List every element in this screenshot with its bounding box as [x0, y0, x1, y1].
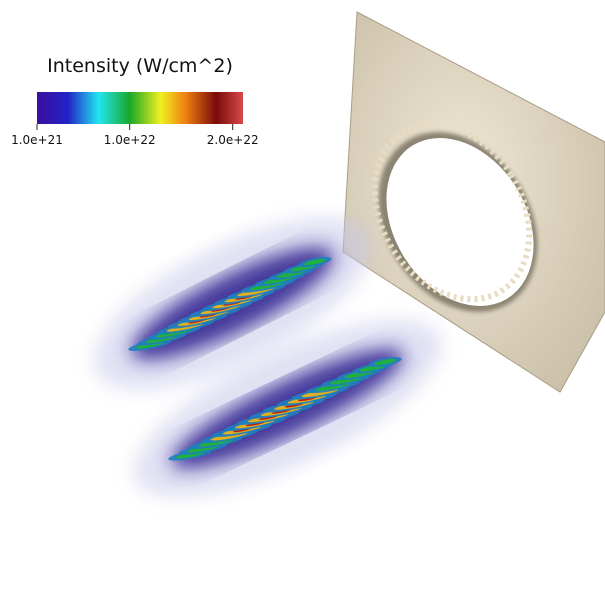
colorbar-tick-label: 1.0e+22: [104, 133, 156, 147]
wavefront-peak: [374, 359, 396, 365]
colorbar-tick-label: 2.0e+22: [207, 133, 259, 147]
colorbar-ramp: [37, 92, 243, 124]
colorbar-tick-label: 1.0e+21: [11, 133, 63, 147]
plate: [342, 11, 605, 393]
colorbar: Intensity (W/cm^2) 1.0e+21 1.0e+22 2.0e+22: [11, 55, 258, 147]
colorbar-title: Intensity (W/cm^2): [47, 55, 233, 77]
laser-beams: [93, 217, 442, 497]
wavefront-peak: [304, 258, 326, 266]
